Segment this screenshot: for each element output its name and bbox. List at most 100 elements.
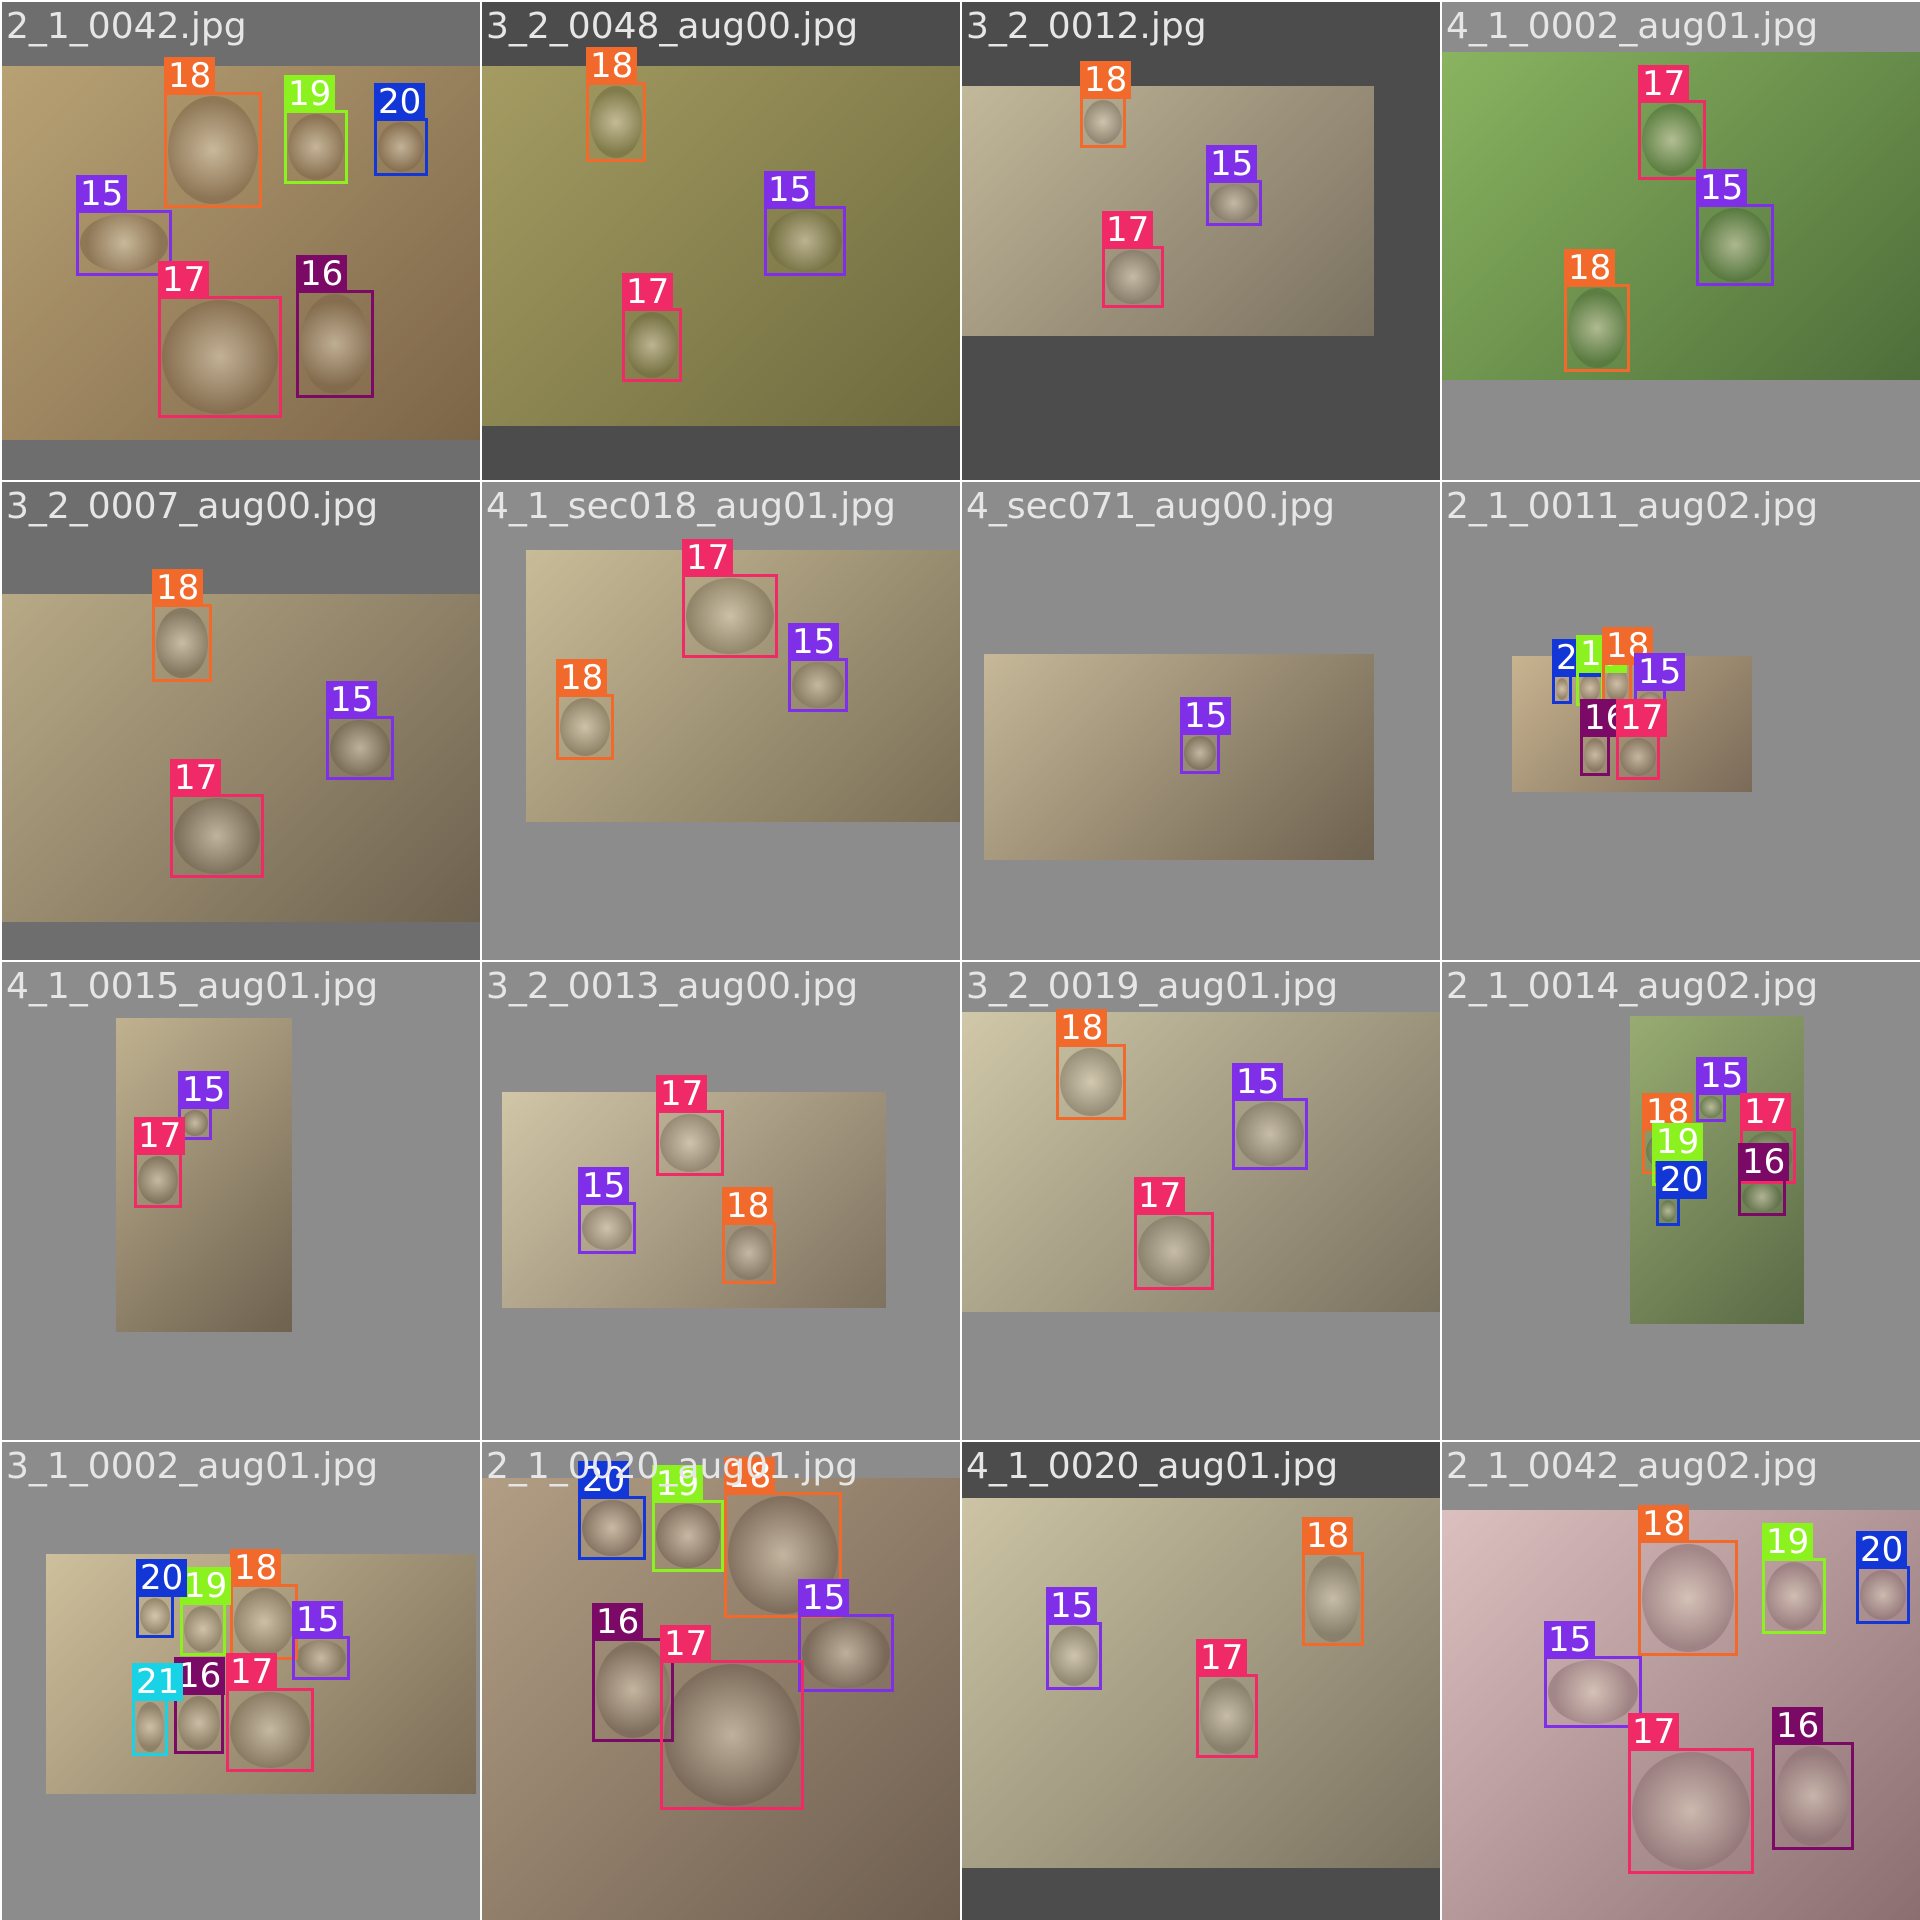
dish-shape (1106, 250, 1160, 304)
bounding-box: 15 (798, 1579, 894, 1692)
image-tile[interactable]: 17 15 18 4_1_sec018_aug01.jpg (482, 482, 960, 960)
bounding-box: 16 (296, 255, 374, 398)
bounding-box: 18 (1302, 1517, 1364, 1646)
dish-shape (1084, 100, 1122, 144)
class-label: 15 (292, 1601, 344, 1639)
bounding-box: 15 (178, 1071, 230, 1140)
image-tile[interactable]: 18 19 20 15 16 17 21 3_1_0002_aug01.jpg (2, 1442, 480, 1920)
bounding-box: 18 (556, 659, 614, 760)
dish-shape (582, 1206, 632, 1250)
image-tile[interactable]: 15 4_sec071_aug00.jpg (962, 482, 1440, 960)
class-label: 20 (1856, 1531, 1908, 1569)
dish-shape (560, 698, 610, 756)
bounding-box: 19 (1652, 1123, 1704, 1186)
dish-shape (1138, 1216, 1210, 1286)
bounding-box: 15 (292, 1601, 350, 1680)
image-tile[interactable]: 18 15 17 3_2_0012.jpg (962, 2, 1440, 480)
class-label: 17 (682, 539, 734, 577)
bounding-box: 20 (374, 83, 428, 176)
bounding-box: 16 (174, 1657, 226, 1754)
class-label: 15 (1696, 169, 1748, 207)
bounding-box: 15 (1046, 1587, 1102, 1690)
bounding-box: 17 (622, 273, 682, 382)
bounding-box: 18 (586, 47, 646, 162)
image-tile[interactable]: 18 15 17 4_1_0020_aug01.jpg (962, 1442, 1440, 1920)
class-label: 17 (158, 261, 210, 299)
image-tile[interactable]: 18 15 17 3_2_0019_aug01.jpg (962, 962, 1440, 1440)
bounding-box: 15 (1696, 169, 1774, 286)
dish-shape (1200, 1678, 1254, 1754)
image-tile[interactable]: 18 15 17 3_2_0048_aug00.jpg (482, 2, 960, 480)
dish-shape (1766, 1562, 1822, 1630)
image-tile[interactable]: 18 19 20 15 17 16 2_1_0042.jpg (2, 2, 480, 480)
dish-shape (664, 1664, 800, 1806)
class-label: 15 (764, 171, 816, 209)
dish-shape (582, 1500, 642, 1556)
image-filename: 4_1_sec018_aug01.jpg (486, 486, 896, 527)
dish-shape (178, 1696, 220, 1750)
image-filename: 2_1_0011_aug02.jpg (1446, 486, 1819, 527)
dish-shape (726, 1226, 772, 1280)
class-label: 15 (1180, 697, 1232, 735)
image-filename: 3_2_0012.jpg (966, 6, 1207, 47)
image-photo (502, 1092, 886, 1308)
image-filename: 4_1_0002_aug01.jpg (1446, 6, 1819, 47)
class-label: 16 (592, 1603, 644, 1641)
class-label: 16 (1772, 1707, 1824, 1745)
dish-shape (768, 210, 842, 272)
class-label: 18 (164, 57, 216, 95)
image-tile[interactable]: 15 17 4_1_0015_aug01.jpg (2, 962, 480, 1440)
bounding-box: 17 (660, 1625, 804, 1810)
image-filename: 3_2_0019_aug01.jpg (966, 966, 1339, 1007)
image-filename: 4_1_0020_aug01.jpg (966, 1446, 1339, 1487)
class-label: 18 (556, 659, 608, 697)
class-label: 15 (788, 623, 840, 661)
class-label: 20 (374, 83, 426, 121)
bounding-box: 19 (284, 75, 348, 184)
bounding-box: 17 (170, 759, 264, 878)
dish-shape (1184, 736, 1216, 770)
bounding-box: 17 (656, 1075, 724, 1176)
dish-shape (1776, 1746, 1850, 1846)
dish-shape (1236, 1102, 1304, 1166)
image-tile[interactable]: 17 15 18 3_2_0013_aug00.jpg (482, 962, 960, 1440)
bounding-box: 21 (132, 1663, 184, 1756)
bounding-box: 17 (1102, 211, 1164, 308)
class-label: 18 (1302, 1517, 1354, 1555)
class-label: 20 (1656, 1161, 1708, 1199)
bounding-box: 17 (226, 1653, 314, 1772)
image-tile[interactable]: 18 15 17 3_2_0007_aug00.jpg (2, 482, 480, 960)
class-label: 18 (1056, 1009, 1108, 1047)
dish-shape (1742, 1182, 1782, 1212)
class-label: 17 (1616, 699, 1668, 737)
bounding-box: 17 (1638, 65, 1706, 180)
image-photo (962, 86, 1374, 336)
class-label: 15 (326, 681, 378, 719)
class-label: 17 (1102, 211, 1154, 249)
dish-shape (174, 798, 260, 874)
dish-shape (1060, 1048, 1122, 1116)
dish-shape (1050, 1626, 1098, 1686)
class-label: 18 (152, 569, 204, 607)
image-photo (482, 66, 960, 426)
image-filename: 3_1_0002_aug01.jpg (6, 1446, 379, 1487)
class-label: 17 (1628, 1713, 1680, 1751)
image-tile[interactable]: 15 18 17 19 16 20 2_1_0014_aug02.jpg (1442, 962, 1920, 1440)
bounding-box: 15 (578, 1167, 636, 1254)
class-label: 15 (1634, 653, 1686, 691)
bounding-box: 18 (722, 1187, 776, 1284)
image-tile[interactable]: 17 15 18 4_1_0002_aug01.jpg (1442, 2, 1920, 480)
dish-shape (660, 1114, 720, 1172)
class-label: 18 (586, 47, 638, 85)
dish-shape (1632, 1752, 1750, 1870)
class-label: 15 (1544, 1621, 1596, 1659)
image-tile[interactable]: 20 19 18 15 16 17 2_1_0020_aug01.jpg (482, 1442, 960, 1920)
dish-shape (1580, 674, 1600, 702)
image-tile[interactable]: 18 19 20 15 17 16 2_1_0042_aug02.jpg (1442, 1442, 1920, 1920)
class-label: 15 (178, 1071, 230, 1109)
image-photo (1442, 52, 1920, 380)
bounding-box: 20 (1656, 1161, 1708, 1226)
image-filename: 2_1_0042_aug02.jpg (1446, 1446, 1819, 1487)
